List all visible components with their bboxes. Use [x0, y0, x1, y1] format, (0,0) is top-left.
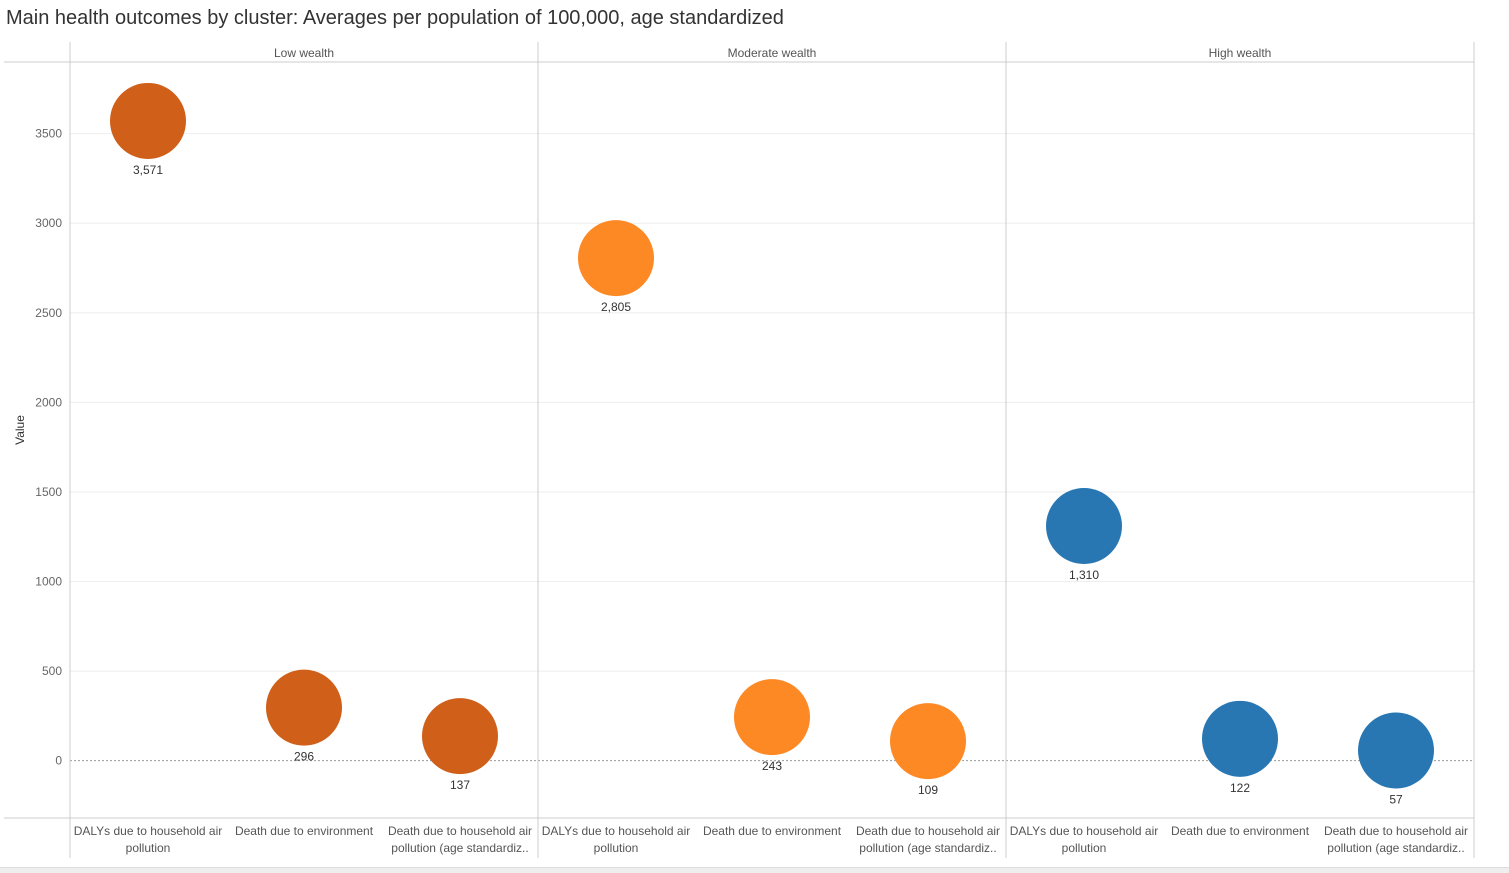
category-label: DALYs due to household air: [1010, 824, 1159, 838]
y-tick-label: 2500: [35, 306, 62, 320]
data-bubble: [422, 698, 498, 775]
y-tick-label: 3000: [35, 216, 62, 230]
data-bubble: [890, 703, 966, 780]
category-label: pollution: [594, 841, 639, 855]
chart-title: Main health outcomes by cluster: Average…: [6, 7, 784, 29]
category-label: pollution (age standardiz..: [391, 841, 528, 855]
category-label: pollution (age standardiz..: [859, 841, 996, 855]
category-label: DALYs due to household air: [74, 824, 223, 838]
y-tick-label: 500: [42, 664, 62, 678]
data-bubble: [578, 220, 654, 297]
data-bubble: [110, 82, 186, 159]
category-label: Death due to environment: [703, 824, 842, 838]
data-bubble: [1046, 487, 1122, 564]
data-label: 2,805: [601, 300, 631, 314]
category-label: Death due to environment: [235, 824, 374, 838]
category-label: pollution: [126, 841, 171, 855]
category-label: Death due to household air: [388, 824, 532, 838]
data-label: 57: [1389, 792, 1403, 806]
y-tick-label: 1000: [35, 575, 62, 589]
y-tick-label: 2000: [35, 395, 62, 409]
data-bubble: [266, 669, 342, 746]
data-label: 122: [1230, 781, 1250, 795]
category-label: pollution: [1062, 841, 1107, 855]
data-bubble: [1358, 712, 1434, 789]
data-label: 1,310: [1069, 568, 1099, 582]
y-tick-label: 3500: [35, 127, 62, 141]
data-label: 243: [762, 759, 782, 773]
scrollbar-track: [0, 867, 1509, 873]
panel-label: Low wealth: [274, 46, 334, 60]
data-label: 3,571: [133, 163, 163, 177]
category-label: Death due to household air: [1324, 824, 1468, 838]
category-label: pollution (age standardiz..: [1327, 841, 1464, 855]
y-tick-label: 0: [55, 754, 62, 768]
y-tick-label: 1500: [35, 485, 62, 499]
y-axis-title: Value: [13, 415, 27, 445]
data-label: 296: [294, 750, 314, 764]
data-bubble: [734, 679, 810, 756]
data-bubble: [1202, 700, 1278, 777]
data-label: 109: [918, 783, 938, 797]
category-label: DALYs due to household air: [542, 824, 691, 838]
panel-label: High wealth: [1209, 46, 1272, 60]
panel-label: Moderate wealth: [728, 46, 817, 60]
category-label: Death due to household air: [856, 824, 1000, 838]
data-label: 137: [450, 778, 470, 792]
category-label: Death due to environment: [1171, 824, 1310, 838]
